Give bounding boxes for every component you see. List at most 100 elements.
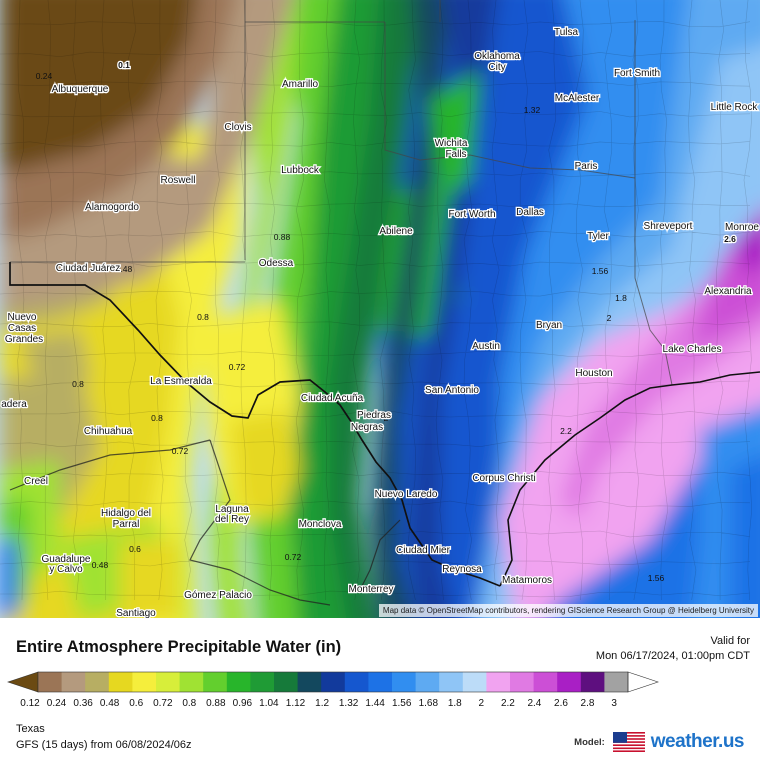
city-label: Abilene bbox=[379, 226, 413, 237]
city-label: Grandes bbox=[5, 334, 43, 345]
city-label: Santiago bbox=[116, 608, 156, 618]
city-label: Monclova bbox=[299, 519, 342, 530]
city-label: Laguna bbox=[215, 504, 249, 515]
city-label: Nuevo bbox=[8, 312, 37, 323]
city-label: Bryan bbox=[536, 320, 562, 331]
city-label: Little Rock bbox=[711, 102, 759, 113]
city-label: Hidalgo del bbox=[101, 508, 151, 519]
colorbar-segment bbox=[344, 672, 369, 692]
city-label: y Calvo bbox=[49, 564, 83, 575]
colorbar-segment bbox=[462, 672, 487, 692]
colorbar-segment bbox=[533, 672, 558, 692]
colorbar-segment bbox=[415, 672, 440, 692]
valid-datetime: Mon 06/17/2024, 01:00pm CDT bbox=[595, 650, 750, 662]
contour-label: 0.48 bbox=[92, 560, 109, 570]
colorbar-segment bbox=[61, 672, 86, 692]
contour-label: 0.1 bbox=[118, 60, 130, 70]
colorbar-segment bbox=[580, 672, 605, 692]
city-label: Fort Worth bbox=[448, 209, 495, 220]
contour-label: 0.6 bbox=[129, 544, 141, 554]
city-label: Guadalupe bbox=[42, 554, 91, 565]
colorbar-segment bbox=[486, 672, 511, 692]
city-label: Tulsa bbox=[554, 27, 579, 38]
colorbar-tick-label: 0.36 bbox=[73, 698, 93, 709]
colorbar-tick-label: 0.8 bbox=[182, 698, 197, 709]
contour-label: 0.72 bbox=[172, 446, 189, 456]
us-flag-icon bbox=[612, 732, 645, 752]
city-label: Amarillo bbox=[282, 79, 319, 90]
contour-label: 0.8 bbox=[72, 379, 84, 389]
colorbar-segment bbox=[368, 672, 393, 692]
city-label: Nuevo Laredo bbox=[375, 489, 438, 500]
city-label: Falls bbox=[445, 149, 466, 160]
colorbar-over-triangle bbox=[627, 671, 659, 693]
colorbar-segment bbox=[274, 672, 298, 692]
city-label: Gómez Palacio bbox=[184, 590, 252, 601]
city-label: Paris bbox=[575, 161, 598, 172]
city-label: Alexandria bbox=[704, 286, 752, 297]
colorbar-segment bbox=[604, 672, 629, 692]
city-label: Ciudad Juárez bbox=[56, 263, 120, 274]
colorbar-segment bbox=[321, 672, 346, 692]
colorbar-segment bbox=[297, 672, 322, 692]
city-label: Ciudad Acuña bbox=[301, 393, 364, 404]
colorbar-under-triangle bbox=[7, 671, 39, 693]
colorbar-tick-label: 0.88 bbox=[206, 698, 226, 709]
valid-time: Valid for Mon 06/17/2024, 01:00pm CDT bbox=[596, 634, 750, 664]
colorbar-tick-label: 1.68 bbox=[418, 698, 439, 709]
contour-label: 2 bbox=[607, 313, 612, 323]
city-label: Albuquerque bbox=[52, 84, 109, 95]
colorbar-outline bbox=[37, 671, 629, 693]
city-label: Alamogordo bbox=[85, 202, 139, 213]
colorbar-ticks: 0.12 0.24 0.36 0.48 0.6 0.72 0.8 0.88 0.96 1.04 1.… bbox=[0, 698, 760, 712]
precipitable-water-field bbox=[0, 0, 760, 618]
colorbar-segment bbox=[392, 672, 416, 692]
brand[interactable]: Model: weather.us bbox=[574, 730, 745, 754]
city-label: Parral bbox=[113, 519, 140, 530]
colorbar-tick-label: 0.72 bbox=[153, 698, 173, 709]
city-label: Matamoros bbox=[502, 575, 552, 586]
contour-label: 1.56 bbox=[648, 573, 665, 583]
forecast-map[interactable]: 0.1 0.24 0.88 0.48 0.8 0.72 0.8 0.8 0.72 0.6 0.48 0… bbox=[0, 0, 760, 618]
colorbar-tick-label: 0.6 bbox=[129, 698, 144, 709]
chart-title: Entire Atmosphere Precipitable Water (in… bbox=[16, 638, 342, 656]
contour-labels: 0.1 0.24 0.88 0.48 0.8 0.72 0.8 0.8 0.72 0.6 0.48 0… bbox=[36, 59, 738, 583]
contour-label: 2 bbox=[384, 413, 389, 423]
colorbar-tick-label: 2 bbox=[478, 698, 485, 709]
city-label: Negras bbox=[351, 422, 383, 433]
colorbar bbox=[7, 671, 659, 693]
colorbar-segment bbox=[557, 672, 582, 692]
colorbar-tick-label: 0.24 bbox=[46, 698, 67, 709]
city-label: Corpus Christi bbox=[472, 473, 535, 484]
colorbar-tick-label: 1.8 bbox=[447, 698, 462, 709]
city-label: Roswell bbox=[160, 175, 195, 186]
city-label: Reynosa bbox=[442, 564, 482, 575]
city-label: Tyler bbox=[587, 231, 609, 242]
colorbar-tick-label: 2.6 bbox=[554, 698, 568, 709]
city-label: Lubbock bbox=[281, 165, 320, 176]
city-label: Chihuahua bbox=[84, 426, 133, 437]
city-label: Monroe bbox=[725, 222, 759, 233]
city-label: Wichita bbox=[435, 138, 468, 149]
colorbar-segment bbox=[510, 672, 534, 692]
contour-label: 0.24 bbox=[36, 71, 53, 81]
colorbar-tick-label: 0.12 bbox=[20, 698, 40, 709]
colorbar-segment bbox=[156, 672, 180, 692]
city-label: del Rey bbox=[215, 514, 249, 525]
city-label: Clovis bbox=[224, 122, 251, 133]
colorbar-tick-label: 1.12 bbox=[285, 698, 306, 709]
city-label: Houston bbox=[575, 368, 612, 379]
country-border bbox=[9, 262, 501, 587]
state-boundaries bbox=[10, 0, 673, 386]
city-label: Odessa bbox=[259, 258, 294, 269]
county-grid bbox=[0, 0, 753, 601]
contour-label: 2.2 bbox=[560, 426, 572, 436]
contour-label: 0.72 bbox=[285, 552, 302, 562]
city-label: Shreveport bbox=[644, 221, 693, 232]
coastline bbox=[499, 371, 760, 587]
valid-label: Valid for bbox=[710, 635, 750, 647]
colorbar-tick-label: 2.4 bbox=[527, 698, 542, 709]
colorbar-segment bbox=[250, 672, 275, 692]
contour-label: 0.48 bbox=[116, 264, 133, 274]
city-label: adera bbox=[1, 399, 27, 410]
